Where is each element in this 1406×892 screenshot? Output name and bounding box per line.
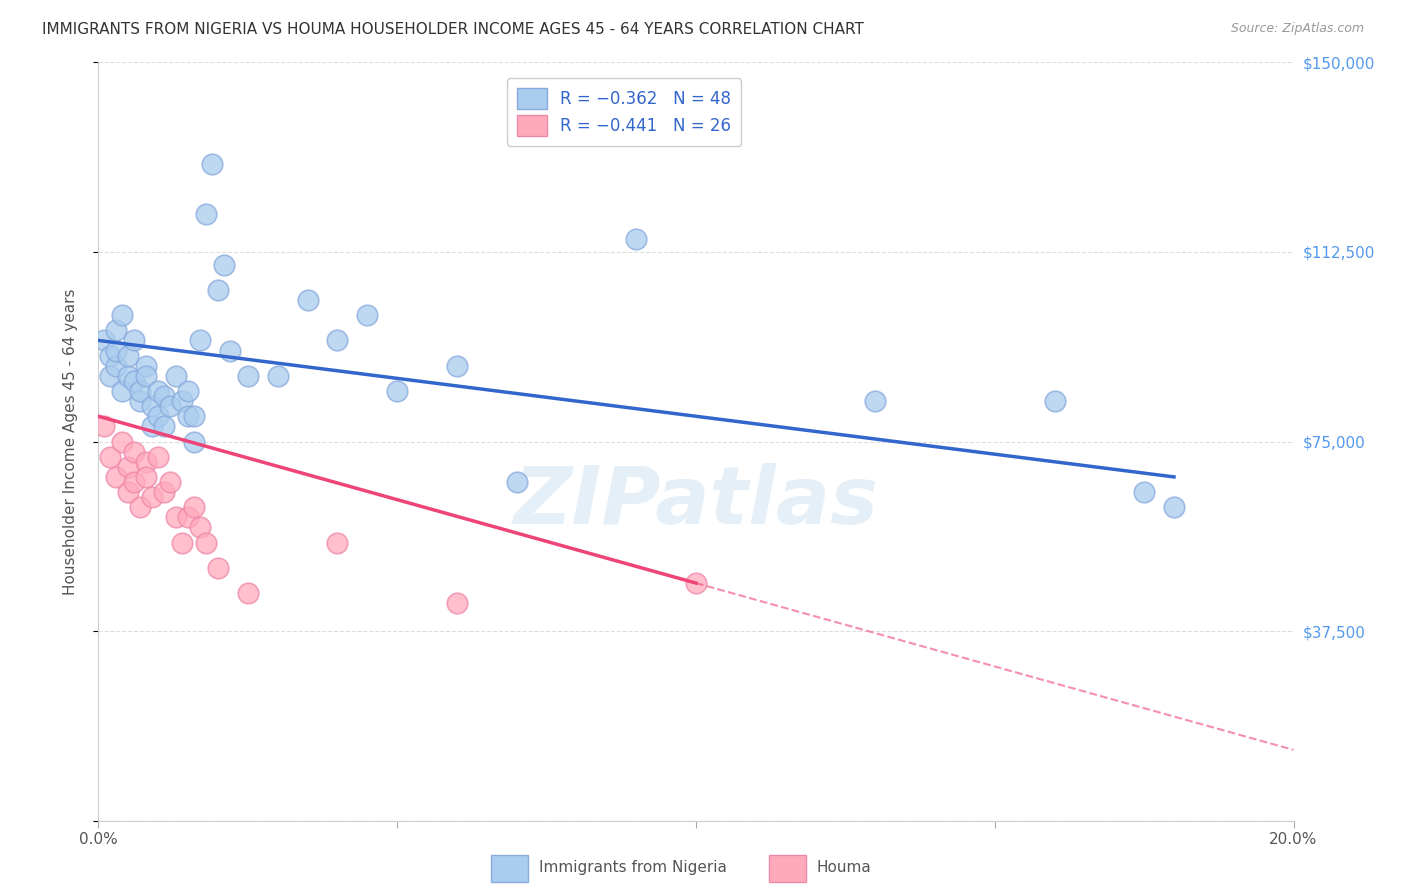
Point <box>117 485 139 500</box>
Point <box>148 450 170 464</box>
Point <box>124 334 146 348</box>
Point <box>326 334 349 348</box>
Text: Immigrants from Nigeria: Immigrants from Nigeria <box>538 860 727 875</box>
Point <box>105 343 128 358</box>
Text: ZIPatlas: ZIPatlas <box>513 463 879 541</box>
Bar <box>769 855 806 881</box>
Point <box>124 475 146 489</box>
Text: Houma: Houma <box>817 860 872 875</box>
Point <box>141 490 163 504</box>
Y-axis label: Householder Income Ages 45 - 64 years: Householder Income Ages 45 - 64 years <box>63 288 77 595</box>
Point <box>188 334 211 348</box>
Point <box>183 434 205 449</box>
Point <box>129 394 152 409</box>
Point <box>685 576 707 591</box>
Point <box>159 399 181 413</box>
Point <box>356 308 378 322</box>
Point <box>111 308 134 322</box>
Point <box>135 359 157 373</box>
Point <box>177 409 200 424</box>
Point <box>153 485 176 500</box>
Point <box>148 409 170 424</box>
Point <box>124 444 146 458</box>
Point <box>165 368 187 383</box>
Point <box>141 419 163 434</box>
Point <box>159 475 181 489</box>
Point <box>236 368 259 383</box>
Point <box>446 596 468 610</box>
Point <box>165 510 187 524</box>
Text: IMMIGRANTS FROM NIGERIA VS HOUMA HOUSEHOLDER INCOME AGES 45 - 64 YEARS CORRELATI: IMMIGRANTS FROM NIGERIA VS HOUMA HOUSEHO… <box>42 22 865 37</box>
Point <box>172 394 194 409</box>
Point <box>117 349 139 363</box>
Point <box>212 258 235 272</box>
Point <box>153 419 176 434</box>
Text: Source: ZipAtlas.com: Source: ZipAtlas.com <box>1230 22 1364 36</box>
Point <box>129 384 152 398</box>
Point <box>1163 500 1185 515</box>
Point <box>506 475 529 489</box>
Point <box>1043 394 1066 409</box>
Point <box>105 359 128 373</box>
Point <box>207 283 229 297</box>
Point <box>207 561 229 575</box>
Point <box>183 409 205 424</box>
Point <box>105 470 128 484</box>
Point <box>129 500 152 515</box>
Point <box>93 419 115 434</box>
Point <box>236 586 259 600</box>
Point <box>865 394 887 409</box>
Point <box>105 323 128 337</box>
Point <box>98 368 122 383</box>
Point <box>135 470 157 484</box>
Point <box>141 399 163 413</box>
Point <box>195 535 218 549</box>
Point <box>446 359 468 373</box>
Point <box>326 535 349 549</box>
Point <box>93 334 115 348</box>
Point <box>385 384 409 398</box>
Point <box>117 459 139 474</box>
Point <box>626 232 648 246</box>
Point <box>183 500 205 515</box>
Bar <box>491 855 529 881</box>
Point <box>201 156 224 170</box>
Point <box>135 455 157 469</box>
Point <box>177 384 200 398</box>
Point <box>177 510 200 524</box>
Point <box>267 368 290 383</box>
Point <box>172 535 194 549</box>
Point <box>297 293 319 307</box>
Point <box>124 374 146 388</box>
Point <box>188 520 211 534</box>
Legend: R = −0.362   N = 48, R = −0.441   N = 26: R = −0.362 N = 48, R = −0.441 N = 26 <box>508 78 741 145</box>
Point <box>219 343 242 358</box>
Point <box>111 384 134 398</box>
Point <box>98 349 122 363</box>
Point <box>117 368 139 383</box>
Point <box>195 207 218 221</box>
Point <box>153 389 176 403</box>
Point <box>148 384 170 398</box>
Point <box>1133 485 1156 500</box>
Point <box>111 434 134 449</box>
Point <box>98 450 122 464</box>
Point <box>135 368 157 383</box>
